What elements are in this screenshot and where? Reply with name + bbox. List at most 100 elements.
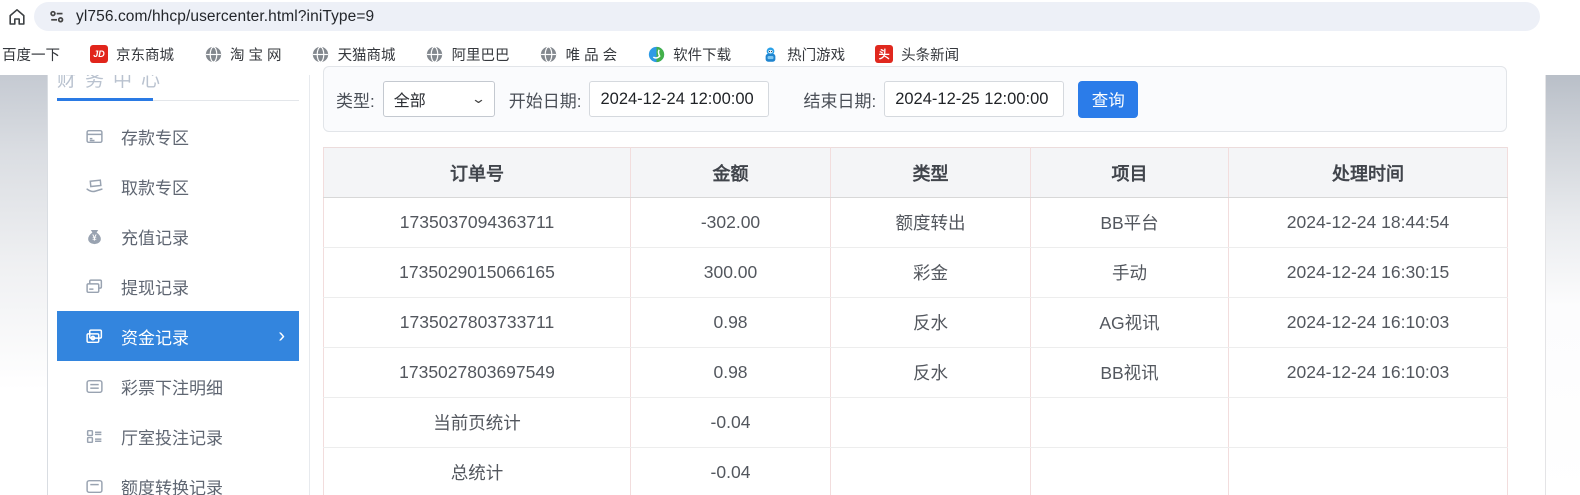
chevron-right-icon: › [278,325,285,347]
page-content: 财务中心 存款专区 取款专区 [0,66,1580,495]
bookmark-tmall[interactable]: 天猫商城 [312,44,396,65]
order-id: 1735027803733711 [323,297,631,348]
type: 额度转出 [830,197,1031,248]
globe-icon [312,45,330,63]
home-button[interactable] [0,7,34,27]
list-document-icon [85,477,104,495]
toutiao-favicon: 头 [875,45,894,63]
bookmark-toutiao[interactable]: 头 头条新闻 [875,44,959,65]
software-download-icon [647,45,665,63]
site-settings-icon[interactable] [48,8,66,26]
project: BB视讯 [1030,347,1229,398]
sidebar-item-deposit-zone[interactable]: 存款专区 [57,111,299,161]
sidebar-item-hall-bet-records[interactable]: 厅室投注记录 [57,411,299,461]
sidebar-item-withdraw-zone[interactable]: 取款专区 [57,161,299,211]
amount: -0.04 [630,397,831,448]
summary-label: 总统计 [323,447,631,495]
bookmark-games[interactable]: 热门游戏 [761,44,845,65]
order-id: 1735027803697549 [323,347,631,398]
page-right-gutter [1545,75,1580,495]
col-amount: 金额 [630,147,831,198]
main-content: 类型: 全部 ⌄ 开始日期: 结束日期: 查询 订单号 金额 类型 项目 处理时… [323,66,1508,495]
type-select-value: 全部 [393,93,426,110]
sidebar: 财务中心 存款专区 取款专区 [48,75,310,495]
amount: 0.98 [630,297,831,348]
amount: 0.98 [630,347,831,398]
globe-icon [426,45,444,63]
funds-record-icon [85,327,104,346]
filter-panel: 类型: 全部 ⌄ 开始日期: 结束日期: 查询 [323,66,1507,132]
project: 手动 [1030,247,1229,298]
sidebar-item-withdrawal-records[interactable]: 提现记录 [57,261,299,311]
list-items-icon [85,427,104,446]
sidebar-item-label: 取款专区 [121,178,189,198]
process-time: 2024-12-24 16:10:03 [1228,297,1508,348]
amount: -302.00 [630,197,831,248]
process-time: 2024-12-24 18:44:54 [1228,197,1508,248]
jd-favicon: JD [90,45,108,63]
wallet-cards-icon [85,277,104,296]
page-left-gutter [0,75,48,495]
sidebar-item-label: 厅室投注记录 [121,428,223,448]
amount: -0.04 [630,447,831,495]
sidebar-menu: 存款专区 取款专区 ¥ 充值记录 [48,101,309,495]
list-document-icon [85,377,104,396]
amount: 300.00 [630,247,831,298]
url-omnibox[interactable]: yl756.com/hhcp/usercenter.html?iniType=9 [34,2,1540,31]
process-time: 2024-12-24 16:10:03 [1228,347,1508,398]
sidebar-item-label: 充值记录 [121,228,189,248]
sidebar-item-recharge-records[interactable]: ¥ 充值记录 [57,211,299,261]
project: BB平台 [1030,197,1229,248]
col-type: 类型 [830,147,1031,198]
table-row: 1735037094363711 -302.00 额度转出 BB平台 2024-… [323,197,1508,248]
bookmark-alibaba[interactable]: 阿里巴巴 [426,44,510,65]
search-button[interactable]: 查询 [1078,80,1139,118]
col-order-id: 订单号 [323,147,631,198]
table-row-page-total: 当前页统计 -0.04 [323,397,1508,448]
sidebar-item-partial-bottom[interactable]: 额度转换记录 [57,461,299,495]
svg-text:¥: ¥ [92,233,97,242]
start-date-label: 开始日期: [508,91,582,111]
sidebar-tab-underline [57,97,299,101]
bookmark-software[interactable]: 软件下载 [647,44,731,65]
sidebar-item-label: 提现记录 [121,278,189,298]
url-text[interactable]: yl756.com/hhcp/usercenter.html?iniType=9 [76,7,375,25]
type: 反水 [830,297,1031,348]
bookmark-vip[interactable]: 唯 品 会 [540,44,617,65]
sidebar-header-label: 财务中心 [57,75,170,91]
home-icon [9,8,25,25]
funds-record-table: 订单号 金额 类型 项目 处理时间 1735037094363711 -302.… [323,147,1508,495]
withdraw-hand-icon [85,177,104,196]
table-row-grand-total: 总统计 -0.04 [323,447,1508,495]
bookmark-taobao[interactable]: 淘 宝 网 [204,44,282,65]
game-robot-icon [761,45,779,63]
table-header-row: 订单号 金额 类型 项目 处理时间 [323,147,1508,198]
col-process-time: 处理时间 [1228,147,1508,198]
end-date-input[interactable] [884,81,1065,117]
bookmark-jd[interactable]: JD 京东商城 [90,44,174,65]
end-date-label: 结束日期: [803,91,877,111]
bookmark-baidu[interactable]: 百度一下 [2,47,60,64]
type: 反水 [830,347,1031,398]
sidebar-item-lottery-bet-details[interactable]: 彩票下注明细 [57,361,299,411]
sidebar-item-label: 额度转换记录 [121,478,223,495]
type-label: 类型: [336,91,375,111]
bookmarks-bar: 百度一下 JD 京东商城 淘 宝 网 天猫商城 阿里巴巴 唯 品 会 [0,33,1580,75]
deposit-icon [85,127,104,146]
table-row: 1735027803733711 0.98 反水 AG视讯 2024-12-24… [323,297,1508,348]
sidebar-item-funds-records[interactable]: 资金记录 › [57,311,299,361]
browser-address-bar: yl756.com/hhcp/usercenter.html?iniType=9 [0,0,1580,33]
start-date-input[interactable] [589,81,770,117]
col-project: 项目 [1030,147,1229,198]
table-row: 1735027803697549 0.98 反水 BB视讯 2024-12-24… [323,347,1508,398]
sidebar-item-label: 彩票下注明细 [121,378,223,398]
globe-icon [204,45,222,63]
sidebar-item-label: 存款专区 [121,128,189,148]
sidebar-item-label: 资金记录 [121,328,189,348]
process-time: 2024-12-24 16:30:15 [1228,247,1508,298]
globe-icon [540,45,558,63]
money-bag-icon: ¥ [85,227,104,246]
summary-label: 当前页统计 [323,397,631,448]
type-select[interactable]: 全部 ⌄ [382,81,495,117]
order-id: 1735037094363711 [323,197,631,248]
